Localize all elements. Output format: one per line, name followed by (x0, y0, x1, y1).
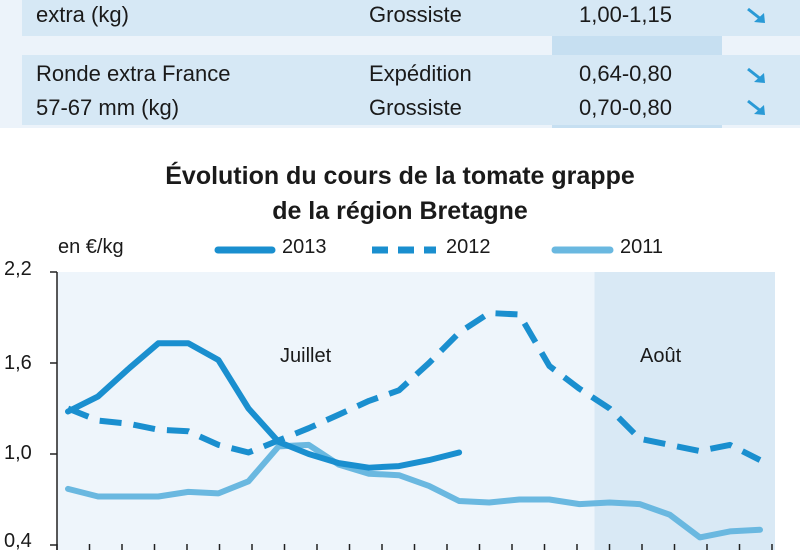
stage-label: Grossiste (369, 95, 462, 120)
legend-label-2011: 2011 (620, 236, 664, 258)
y-tick-label: 1,6 (4, 352, 32, 374)
month-label-juillet: Juillet (280, 345, 332, 367)
price-table: extra (kg) Grossiste 1,00-1,15 Ronde ext… (0, 0, 800, 128)
august-shade (594, 272, 775, 550)
product-label: 57-67 mm (kg) (36, 95, 180, 120)
y-tick-label: 0,4 (4, 530, 32, 552)
series-line-2012 (66, 310, 762, 463)
price-value: 0,64-0,80 (579, 61, 672, 86)
y-tick-label: 2,2 (4, 258, 32, 280)
table-row: Ronde extra France 57-67 mm (kg) Expédit… (22, 55, 800, 125)
row-band (22, 55, 800, 125)
stage-label: Expédition (369, 61, 472, 86)
row-band (22, 0, 800, 36)
trend-down-icon (747, 7, 765, 23)
product-label: Ronde extra France (36, 61, 231, 86)
price-value: 1,00-1,15 (579, 2, 672, 27)
table-row: extra (kg) Grossiste 1,00-1,15 (22, 0, 800, 44)
y-axis-unit: en €/kg (58, 236, 124, 258)
series-line-2011 (65, 441, 763, 541)
series-line-2013 (65, 340, 463, 471)
product-label: extra (kg) (36, 2, 129, 27)
trend-down-icon (747, 67, 765, 83)
month-label-aout: Août (640, 345, 682, 367)
legend-label-2013: 2013 (282, 236, 327, 258)
chart-subtitle: de la région Bretagne (272, 197, 528, 225)
y-tick-label: 1,0 (4, 442, 32, 464)
price-value: 0,70-0,80 (579, 95, 672, 120)
trend-down-icon (747, 99, 765, 115)
chart-title: Évolution du cours de la tomate grappe (165, 162, 635, 190)
legend-label-2012: 2012 (446, 236, 491, 258)
stage-label: Grossiste (369, 2, 462, 27)
